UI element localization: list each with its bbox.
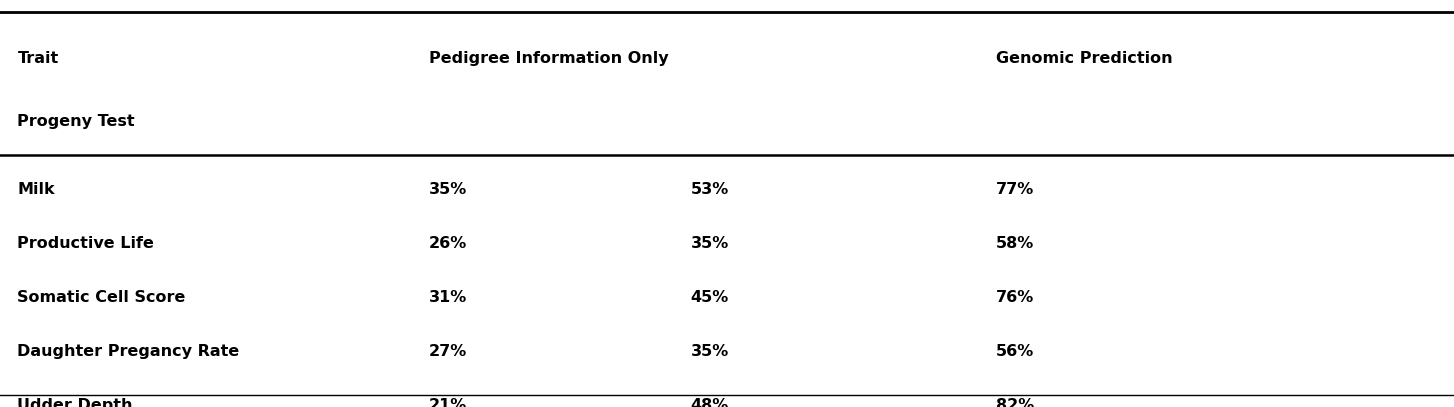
Text: 58%: 58% [996,236,1034,251]
Text: 48%: 48% [691,398,728,407]
Text: 82%: 82% [996,398,1034,407]
Text: 26%: 26% [429,236,467,251]
Text: Udder Depth: Udder Depth [17,398,132,407]
Text: 45%: 45% [691,290,728,305]
Text: 77%: 77% [996,182,1034,197]
Text: Pedigree Information Only: Pedigree Information Only [429,51,669,66]
Text: 35%: 35% [691,236,728,251]
Text: 35%: 35% [429,182,467,197]
Text: 27%: 27% [429,344,467,359]
Text: 53%: 53% [691,182,728,197]
Text: Daughter Pregancy Rate: Daughter Pregancy Rate [17,344,240,359]
Text: 35%: 35% [691,344,728,359]
Text: 21%: 21% [429,398,467,407]
Text: 31%: 31% [429,290,467,305]
Text: Trait: Trait [17,51,58,66]
Text: Productive Life: Productive Life [17,236,154,251]
Text: Progeny Test: Progeny Test [17,114,135,129]
Text: 56%: 56% [996,344,1034,359]
Text: Milk: Milk [17,182,55,197]
Text: Somatic Cell Score: Somatic Cell Score [17,290,186,305]
Text: 76%: 76% [996,290,1034,305]
Text: Genomic Prediction: Genomic Prediction [996,51,1172,66]
